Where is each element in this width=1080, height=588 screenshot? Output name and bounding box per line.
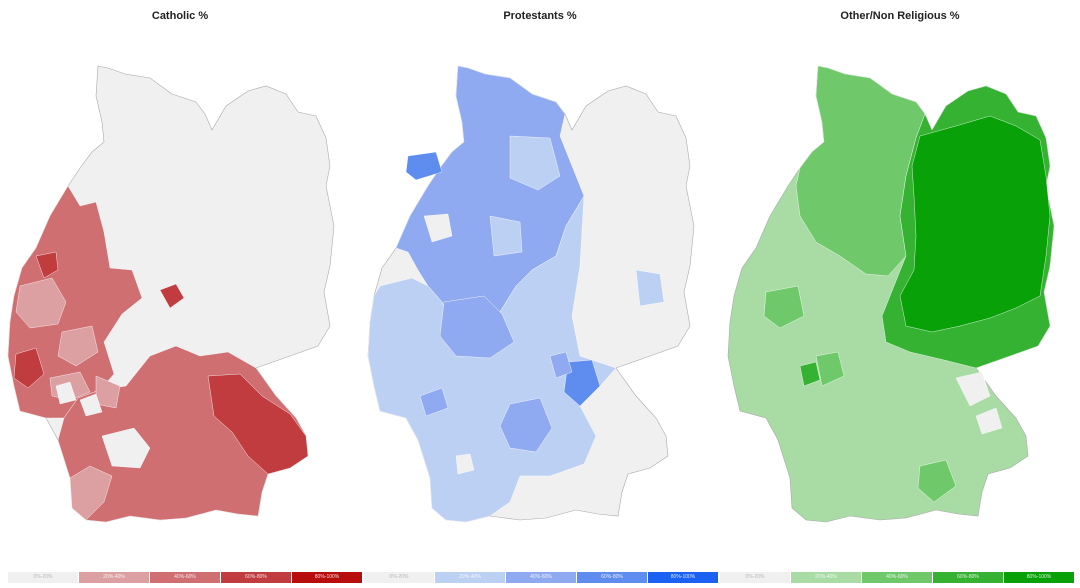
protestant-region-60-80 [405, 151, 601, 407]
catholic-region-40-60 [7, 185, 143, 419]
other-panel: Other/Non Religious % 0%-20% 20%-40% 40%… [720, 0, 1080, 588]
protestant-region-20-40 [367, 135, 665, 523]
catholic-region-south-60-80 [207, 373, 309, 475]
catholic-region-white-patch [55, 381, 151, 469]
catholic-panel: Catholic % 0%-20% 20%-40% 40%-60% 60%-80… [0, 0, 363, 588]
catholic-map [7, 65, 335, 523]
panel-title: Other/Non Religious % [840, 10, 960, 22]
legend-item: 40%-60% [862, 572, 932, 583]
legend-item: 80%-100% [648, 572, 718, 583]
protestant-region-40-60-mid [419, 295, 573, 453]
protestant-region-white-patch [423, 213, 475, 475]
legend-item: 0%-20% [720, 572, 790, 583]
catholic-region-20-40 [15, 277, 99, 401]
other-map [727, 65, 1055, 523]
legend-item: 60%-80% [577, 572, 647, 583]
panel-title: Protestants % [503, 10, 577, 22]
legend-item: 20%-40% [435, 572, 505, 583]
protestants-map [367, 65, 695, 523]
other-region-80-100 [899, 115, 1051, 333]
catholic-region-60-80 [13, 251, 185, 389]
catholic-legend: 0%-20% 20%-40% 40%-60% 60%-80% 80%-100% [8, 572, 363, 583]
protestants-panel: Protestants % 0%-20% 20%-40% 40%-60% 60%… [360, 0, 720, 588]
legend-item: 80%-100% [1004, 572, 1074, 583]
other-legend: 0%-20% 20%-40% 40%-60% 60%-80% 80%-100% [720, 572, 1075, 583]
legend-item: 0%-20% [8, 572, 78, 583]
legend-item: 60%-80% [933, 572, 1003, 583]
protestants-legend: 0%-20% 20%-40% 40%-60% 60%-80% 80%-100% [364, 572, 719, 583]
panel-title: Catholic % [151, 10, 209, 22]
legend-item: 80%-100% [292, 572, 362, 583]
legend-item: 40%-60% [150, 572, 220, 583]
other-region-white-patch [955, 371, 1003, 435]
legend-item: 20%-40% [79, 572, 149, 583]
legend-item: 20%-40% [791, 572, 861, 583]
legend-item: 60%-80% [221, 572, 291, 583]
legend-item: 0%-20% [364, 572, 434, 583]
legend-item: 40%-60% [506, 572, 576, 583]
other-region-40-60 [763, 65, 957, 503]
